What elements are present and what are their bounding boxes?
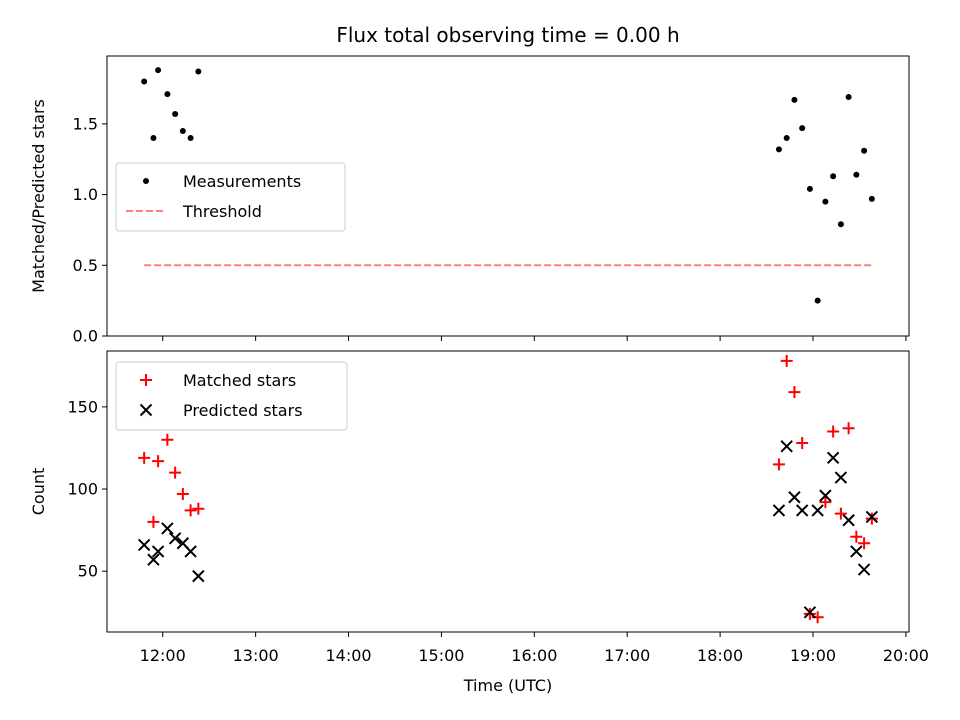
bottom-ylabel: Count [29, 468, 48, 516]
measurements-point-4 [164, 91, 171, 98]
measurements-point-8 [195, 68, 202, 75]
measurements-point-3 [155, 67, 162, 74]
xtick-label: 15:00 [418, 646, 464, 665]
matched-stars-point-7 [184, 504, 197, 517]
predicted-stars-point-11 [788, 491, 801, 504]
xlabel: Time (UTC) [463, 676, 552, 695]
matched-stars-point-19 [850, 530, 863, 543]
matched-stars-point-3 [152, 455, 165, 468]
predicted-stars-point-16 [826, 451, 840, 465]
predicted-stars-point-15 [819, 489, 832, 502]
matched-stars-legend-swatch [140, 374, 152, 386]
measurements-point-5 [172, 110, 179, 117]
top-ylabel: Matched/Predicted stars [29, 99, 48, 293]
measurements-point-17 [837, 221, 844, 228]
bottom-ytick-label: 150 [67, 397, 98, 416]
matched-stars-point-2 [147, 515, 160, 528]
xtick-label: 19:00 [790, 646, 836, 665]
matched-stars-point-11 [788, 386, 801, 399]
top-axes-frame [106, 55, 910, 337]
bottom-ytick-label: 50 [78, 562, 98, 581]
predicted-stars-point-4 [161, 522, 174, 535]
xtick-label: 20:00 [883, 646, 929, 665]
matched-stars-point-17 [834, 507, 847, 520]
matched-stars-point-10 [780, 354, 793, 367]
predicted-stars-point-8 [192, 569, 205, 583]
matched-stars-point-12 [796, 437, 809, 450]
top-ytick-label: 1.5 [73, 114, 98, 133]
measurements-point-9 [775, 146, 782, 153]
predicted-stars-point-3 [151, 545, 165, 558]
measurements-point-2 [150, 135, 157, 142]
predicted-stars-point-21 [865, 510, 879, 524]
predicted-stars-point-19 [850, 545, 863, 558]
matched-stars-point-15 [819, 496, 832, 509]
xtick-label: 16:00 [511, 646, 557, 665]
measurements-point-18 [845, 94, 852, 101]
measurements-point-19 [853, 171, 860, 178]
matched-stars-point-6 [176, 487, 189, 500]
measurements-point-12 [799, 125, 806, 132]
measurements-point-7 [187, 135, 194, 142]
matched-stars-point-5 [169, 466, 182, 479]
matched-stars-point-18 [842, 422, 855, 435]
bottom-legend-box [115, 361, 348, 431]
top-ytick-label: 1.0 [73, 185, 98, 204]
measurements-point-15 [822, 198, 829, 205]
matched-stars-point-4 [161, 433, 174, 446]
top-legend-box [115, 162, 346, 232]
bottom-axes-frame [106, 350, 910, 633]
predicted-stars-point-13 [803, 606, 817, 619]
predicted-stars-point-2 [147, 553, 160, 566]
matched-stars-point-8 [192, 502, 205, 515]
xtick-label: 17:00 [604, 646, 650, 665]
measurements-point-6 [179, 127, 186, 134]
predicted-stars-point-7 [184, 545, 197, 558]
measurements-point-13 [806, 185, 813, 192]
top-ytick-label: 0.5 [73, 256, 98, 275]
bottom-panel: 50 100 150 12:00 13:00 14:00 15:00 16:00 17:00 18… [29, 350, 929, 695]
measurements-point-20 [861, 147, 868, 154]
measurements-legend-label: Measurements [183, 172, 301, 191]
top-panel: 0.0 0.5 1.0 1.5 Matched/Predicted stars Measu… [29, 55, 910, 346]
predicted-stars-point-14 [811, 504, 824, 517]
matched-stars-point-20 [858, 537, 871, 550]
matched-stars-point-1 [138, 451, 151, 464]
xtick-label: 18:00 [697, 646, 743, 665]
top-ytick-label: 0.0 [73, 327, 98, 346]
xtick-label: 12:00 [140, 646, 186, 665]
measurements-point-11 [791, 96, 798, 103]
bottom-ytick-label: 100 [67, 480, 98, 499]
predicted-stars-legend-swatch [139, 403, 153, 417]
threshold-legend-label: Threshold [182, 202, 262, 221]
measurements-point-14 [814, 297, 821, 304]
predicted-stars-point-17 [834, 471, 848, 484]
predicted-stars-point-18 [842, 514, 855, 527]
predicted-stars-point-9 [772, 504, 786, 517]
measurements-point-21 [868, 195, 875, 202]
matched-stars-point-16 [827, 425, 840, 438]
predicted-stars-point-1 [137, 538, 151, 552]
chart-title: Flux total observing time = 0.00 h [336, 23, 679, 47]
measurements-legend-swatch [143, 178, 149, 184]
predicted-stars-point-5 [168, 532, 182, 545]
measurements-point-1 [141, 78, 148, 85]
predicted-stars-legend-label: Predicted stars [183, 401, 303, 420]
predicted-stars-point-12 [795, 504, 809, 517]
matched-stars-legend-label: Matched stars [183, 371, 296, 390]
predicted-stars-point-20 [857, 563, 871, 576]
xtick-label: 13:00 [233, 646, 279, 665]
matched-stars-point-9 [772, 458, 785, 471]
xtick-label: 14:00 [325, 646, 371, 665]
matched-stars-point-21 [865, 512, 878, 525]
matched-stars-point-13 [803, 607, 816, 620]
predicted-stars-point-10 [780, 440, 793, 453]
measurements-point-10 [783, 135, 790, 142]
measurements-point-16 [830, 173, 837, 180]
